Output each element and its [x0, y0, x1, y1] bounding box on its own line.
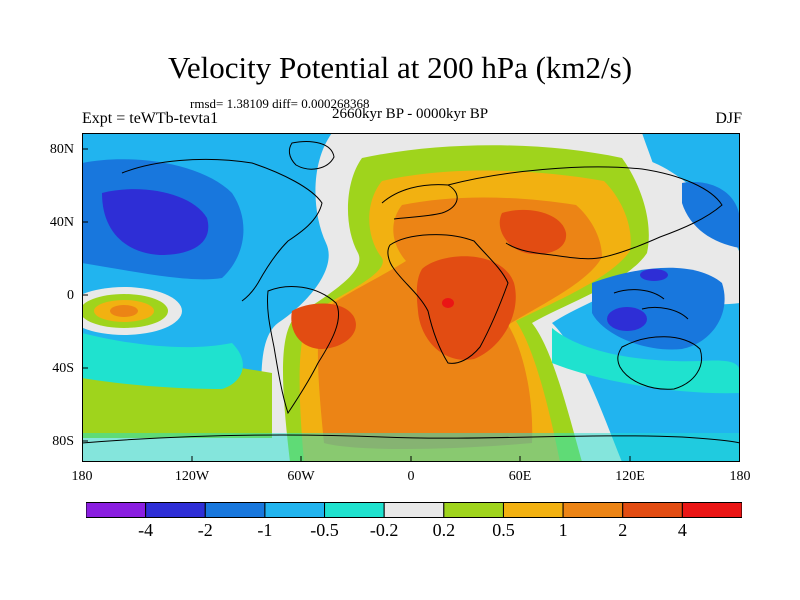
field-weak-negative-west-pacific	[552, 328, 740, 394]
colorbar-box	[383, 502, 445, 518]
colorbar-box	[204, 502, 266, 518]
colorbar-label: 0.2	[432, 520, 456, 540]
coastline-africa	[387, 234, 509, 364]
coastline-north-america	[121, 158, 323, 302]
colorbar-box	[145, 502, 206, 518]
y-tick-label: 40N	[49, 215, 74, 230]
colorbar-label: 2	[618, 520, 628, 540]
field-negative-indonesia-core	[640, 269, 668, 281]
colorbar-label: -2	[197, 520, 213, 540]
x-tick-label: 0	[407, 469, 415, 484]
colorbar-label: -0.5	[310, 520, 339, 540]
y-tick-label: 80N	[49, 142, 74, 157]
colorbar-label: -4	[138, 520, 154, 540]
coastline-greenland	[288, 141, 335, 170]
y-tick-label: 0	[67, 288, 74, 303]
colorbar-label: -0.2	[369, 520, 399, 540]
colorbar-box	[562, 502, 624, 518]
colorbar-box	[681, 502, 742, 518]
x-tick-label: 120E	[615, 469, 645, 484]
season-label: DJF	[715, 110, 742, 127]
y-tick-label: 40S	[52, 361, 74, 376]
field-positive-core-africa	[416, 256, 516, 360]
coastline-south-america	[267, 286, 340, 415]
x-tick-label: 60E	[508, 469, 532, 484]
x-tick-label: 120W	[174, 469, 210, 484]
field-negative-east-asia	[682, 182, 740, 248]
field-positive-core-americas	[291, 303, 356, 349]
coastline-antarctica	[82, 434, 740, 444]
colorbar-box	[264, 502, 326, 518]
experiment-label: Expt = teWTb-tevta1	[82, 110, 219, 127]
field-negative-west-pacific-core	[607, 307, 647, 331]
coastlines	[82, 141, 740, 444]
period-label: 2660kyr BP - 0000kyr BP	[331, 106, 489, 122]
coastline-australia	[617, 336, 702, 390]
rmsd-diff-stats: rmsd= 1.38109 diff= 0.000268368	[190, 96, 370, 111]
colorbar-box	[443, 502, 504, 518]
coastline-asia	[447, 166, 723, 260]
colorbar-box	[324, 502, 385, 518]
velocity-potential-map	[82, 133, 740, 462]
coastline-indonesia	[613, 289, 689, 320]
colorbar-box	[86, 502, 147, 518]
colorbar-label: 1	[558, 520, 568, 540]
field-negative-north-pacific-core	[102, 189, 209, 255]
field-positive-core-asia	[499, 209, 567, 255]
field-weak-negative-antarctic	[82, 433, 740, 462]
colorbar-box	[622, 502, 683, 518]
coastline-europe	[381, 184, 458, 220]
colorbar-label: -1	[257, 520, 273, 540]
x-tick-label: 180	[729, 469, 751, 484]
field-pacific-anomaly-core	[110, 305, 138, 317]
colorbar-box	[502, 502, 564, 518]
colorbar-label: 0.5	[492, 520, 515, 540]
colorbar-label: 4	[677, 520, 687, 540]
x-tick-label: 60W	[287, 469, 315, 484]
colorbar	[86, 502, 742, 518]
chart-title: Velocity Potential at 200 hPa (km2/s)	[167, 50, 633, 85]
field-weak-negative-south-pacific	[82, 333, 243, 389]
field-maximum	[442, 298, 454, 308]
y-tick-label: 80S	[52, 434, 74, 449]
axis-ticks	[82, 148, 631, 462]
x-tick-label: 180	[71, 469, 93, 484]
